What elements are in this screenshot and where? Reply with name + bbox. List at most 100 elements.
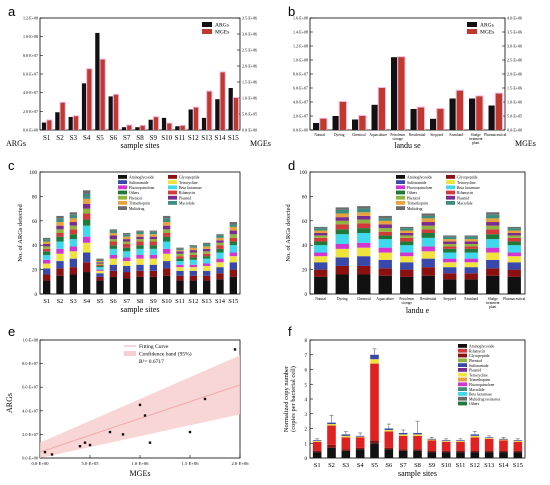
bar-segment-sulfonamide — [398, 435, 408, 450]
bar-segment-trimethoprim — [400, 230, 414, 233]
bar-segment-multidrug-resistance — [370, 359, 379, 364]
bar-segment-plasmid — [123, 239, 131, 242]
y-tick-label: 8.0·E+07 — [22, 361, 38, 366]
right-tick-label: 1.0·E+06 — [242, 96, 257, 101]
bar-segment-aminoglycoside — [370, 443, 379, 458]
data-point — [148, 441, 152, 444]
bar-segment-others — [443, 248, 457, 253]
legend-swatch — [396, 195, 405, 200]
right-tick-label: 3.5·E+06 — [242, 16, 257, 21]
bar-segment-sulfonamide — [507, 262, 521, 270]
x-tick-label: Petroleum — [390, 133, 405, 137]
bar-segment-aminoglycoside — [327, 447, 336, 458]
bar-segment-glycopeptide — [163, 268, 171, 276]
legend-label: Glycopeptide — [457, 176, 478, 180]
legend-band — [124, 351, 136, 356]
bar-segment-multidrug-resistance — [470, 435, 480, 438]
bar-segment-tetracycline — [149, 258, 157, 265]
bar-segment-multidrug — [123, 233, 131, 235]
legend-swatch — [458, 368, 467, 372]
x-tick-label: S13 — [484, 462, 494, 469]
bar-args — [81, 83, 87, 130]
bar-segment-phenicol — [176, 253, 184, 257]
bar-segment-multidrug-resistance — [441, 441, 451, 442]
legend-swatch — [396, 175, 405, 179]
bar-segment-fluoroquinolone — [464, 258, 478, 263]
bar-segment-plasmid — [335, 217, 349, 221]
bar-segment-others — [136, 245, 144, 249]
bar-segment-plasmid — [109, 235, 117, 240]
bar-segment-plasmid — [507, 233, 521, 236]
bar-args — [188, 109, 193, 130]
y-tick-label: 20 — [302, 269, 308, 274]
bar-segment-fluoroquinolone — [378, 247, 392, 253]
x-tick-label: 1.0·E+06 — [132, 461, 150, 466]
data-point — [88, 443, 92, 447]
legend-swatch — [458, 353, 467, 358]
bar-segment-plasmid — [203, 248, 211, 252]
bar-mges — [417, 107, 424, 130]
bar-mges — [60, 102, 65, 130]
legend-swatch — [458, 372, 467, 377]
bar-segment-others — [96, 265, 104, 268]
legend-label: Tetracycline — [179, 181, 198, 185]
bar-segment-macrolide — [421, 215, 435, 219]
x-tick-label: S12 — [188, 134, 199, 142]
bar-segment-rifamycin — [314, 237, 328, 242]
bar-mges — [153, 117, 159, 130]
bar-segment-multidrug — [464, 235, 478, 237]
bar-segment-fluoroquinolone — [149, 254, 157, 259]
bar-segment-macrolide — [96, 259, 104, 262]
bar-segment-beta-lactamase — [443, 252, 457, 259]
left-tick-label: 2.0·E+07 — [23, 109, 38, 114]
legend-label: Phenicol — [129, 196, 142, 200]
x-tick-label: S14 — [215, 298, 226, 305]
legend-label: Beta lactamase — [469, 393, 492, 397]
y-tick-label: 8 — [305, 339, 308, 344]
bar-segment-rifamycin — [69, 229, 77, 235]
bar-args — [391, 57, 398, 131]
bar-segment-multidrug — [176, 247, 184, 249]
bar-segment-glycopeptide — [229, 269, 237, 277]
bar-segment-beta-lactamase — [109, 248, 117, 255]
bar-segment-glycopeptide — [216, 273, 224, 280]
x-tick-label: Sludge — [471, 133, 481, 137]
bar-segment-multidrug — [83, 190, 91, 194]
legend-swatch — [168, 180, 177, 184]
x-tick-label: Sludge — [488, 297, 498, 301]
bar-segment-plasmid — [189, 250, 197, 253]
bar-segment-others — [398, 432, 408, 435]
bar-segment-tetracycline — [378, 252, 392, 260]
bar-segment-multidrug — [486, 212, 500, 215]
bar-segment-multidrug — [229, 222, 237, 225]
y-tick-label: 40 — [302, 244, 308, 249]
bar-segment-aminoglycoside — [341, 450, 351, 458]
bar-segment-trimethoprim — [421, 218, 435, 223]
bar-segment-aminoglycoside — [229, 276, 237, 294]
legend-label: Multidrug — [407, 207, 423, 211]
bar-segment-sulfonamide — [335, 257, 349, 266]
legend-swatch — [446, 195, 455, 200]
bar-segment-plasmid — [400, 233, 414, 236]
bar-segment-multidrug — [443, 235, 457, 237]
bar-segment-others — [456, 440, 465, 442]
bar-segment-aminoglycoside — [335, 274, 349, 294]
x-tick-label: S12 — [470, 462, 480, 469]
bar-args — [148, 119, 153, 130]
x-axis-label: sample sites — [398, 469, 437, 478]
bar-segment-sulfonamide — [341, 437, 351, 450]
x-tick-label: Aquaculture — [376, 297, 394, 301]
legend-swatch — [458, 358, 467, 363]
bar-segment-sulfonamide — [56, 261, 64, 269]
bar-segment-sulfonamide — [486, 259, 500, 269]
bar-segment-multidrug — [109, 229, 117, 231]
bar-segment-sulfonamide — [203, 270, 211, 276]
bar-segment-others — [507, 241, 521, 246]
legend-swatch — [446, 180, 455, 184]
bar-segment-sulfonamide — [378, 259, 392, 269]
bar-segment-sulfonamide — [149, 264, 157, 271]
bar-segment-beta-lactamase — [136, 248, 144, 255]
bar-segment-fluoroquinolone — [83, 236, 91, 243]
legend-label: Multidrug resistance — [469, 397, 501, 401]
bar-segment-fluoroquinolone — [189, 264, 197, 268]
